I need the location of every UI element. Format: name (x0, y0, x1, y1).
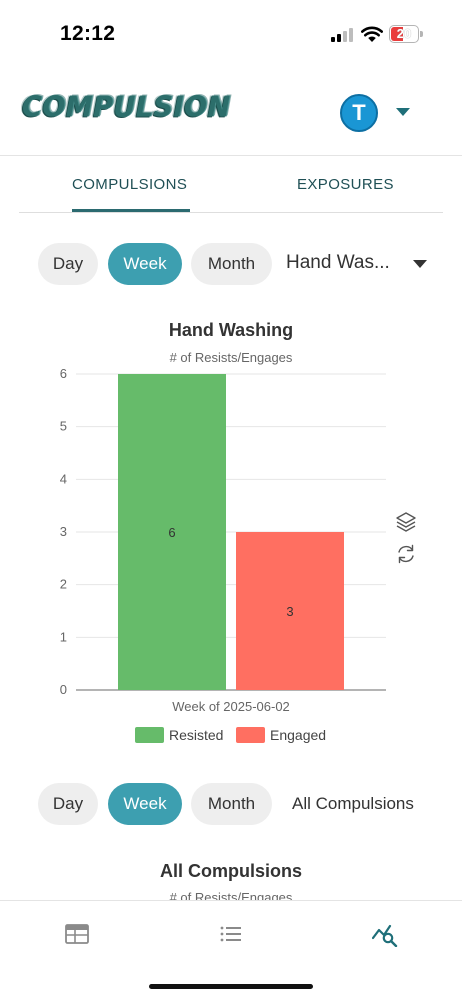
home-indicator (149, 984, 313, 989)
layers-icon[interactable] (395, 511, 417, 533)
list-icon[interactable] (218, 921, 244, 947)
legend-swatch-engaged (236, 727, 265, 743)
period-day-button-2[interactable]: Day (38, 783, 98, 825)
legend-label-resisted: Resisted (169, 727, 223, 743)
bottom-nav (0, 900, 462, 1000)
refresh-icon[interactable] (395, 543, 417, 565)
tab-compulsions[interactable]: COMPULSIONS (72, 176, 188, 193)
period-month-button-2[interactable]: Month (191, 783, 272, 825)
y-tick-label: 1 (60, 629, 67, 644)
chart-subtitle: # of Resists/Engages (169, 350, 293, 365)
bar-chart: 0 1 2 3 4 5 6 6 3 Week of 2025-06-02 Resisted Engag… (60, 366, 386, 743)
analytics-icon[interactable] (372, 921, 398, 947)
compulsion-select[interactable]: Hand Was... (286, 252, 390, 273)
data-label: 3 (286, 604, 293, 619)
chart-title-2: All Compulsions (159, 861, 302, 881)
active-tab-indicator (72, 209, 190, 212)
chart-title: Hand Washing (168, 320, 294, 340)
status-time: 12:12 (60, 22, 116, 45)
app-logo: COMPULSION (22, 91, 231, 124)
x-tick-label: Week of 2025-06-02 (172, 699, 290, 714)
y-tick-label: 2 (60, 577, 67, 592)
period-day-button[interactable]: Day (38, 243, 98, 285)
legend-label-engaged: Engaged (270, 727, 326, 743)
wifi-icon (361, 26, 383, 42)
chevron-down-icon[interactable] (396, 108, 410, 116)
y-tick-label: 3 (60, 524, 67, 539)
tab-exposures[interactable]: EXPOSURES (297, 176, 394, 193)
header-divider (0, 155, 462, 156)
legend-swatch-resisted (135, 727, 164, 743)
bar-resisted (118, 374, 226, 690)
bar-engaged (236, 532, 344, 690)
user-avatar[interactable]: T (340, 94, 378, 132)
y-tick-label: 4 (60, 471, 67, 486)
tabs-divider (19, 212, 443, 213)
period-month-button[interactable]: Month (191, 243, 272, 285)
period-week-button-2[interactable]: Week (108, 783, 182, 825)
status-bar: 12:12 20 (0, 0, 462, 66)
chevron-down-icon[interactable] (413, 260, 427, 268)
battery-level: 20 (396, 26, 412, 41)
y-tick-label: 0 (60, 682, 67, 697)
data-label: 6 (168, 525, 175, 540)
period-week-button[interactable]: Week (108, 243, 182, 285)
scope-select[interactable]: All Compulsions (292, 794, 414, 813)
calendar-icon[interactable] (64, 921, 90, 947)
y-tick-label: 5 (60, 419, 67, 434)
battery-icon: 20 (389, 25, 423, 43)
y-tick-label: 6 (60, 366, 67, 381)
cellular-signal-icon (331, 28, 355, 42)
